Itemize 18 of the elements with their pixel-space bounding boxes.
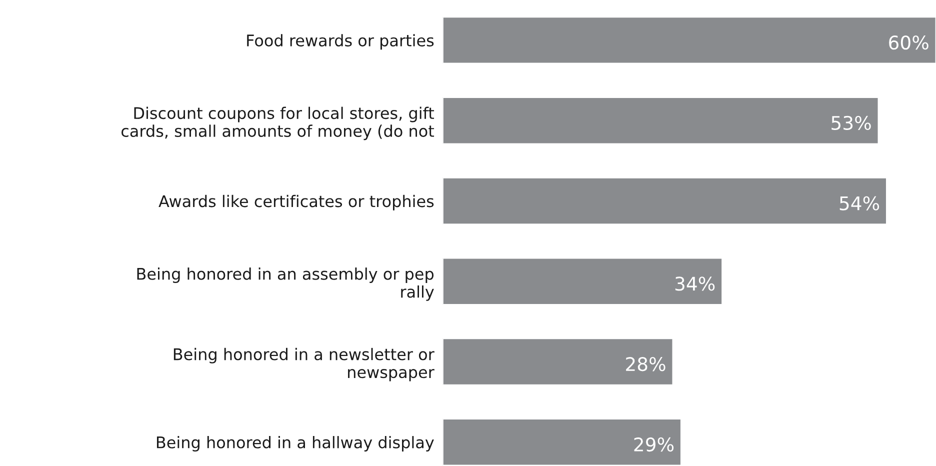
bar [442, 16, 936, 64]
data-label: 28% [626, 357, 666, 372]
bar [442, 257, 723, 306]
data-label: 29% [634, 437, 674, 452]
y-tick-label: Awards like certificates or trophies [158, 194, 434, 210]
data-label: 60% [889, 35, 928, 50]
y-tick-label: Food rewards or parties [247, 34, 434, 50]
bar [442, 96, 880, 145]
y-tick-label: Being honored in a hallway display [156, 436, 434, 452]
data-label: 53% [832, 116, 871, 130]
data-label: 54% [840, 196, 880, 210]
data-label: 34% [675, 276, 715, 291]
y-tick-label: Being honored in a newsletter or newspaper [174, 348, 434, 382]
bar [442, 418, 682, 466]
bar [442, 176, 888, 225]
bar [442, 338, 674, 386]
y-tick-label: Being honored in an assembly or pep rally [137, 268, 434, 301]
y-tick-label: Discount coupons for local stores, gift cards, small amounts of money (do not [122, 106, 434, 140]
